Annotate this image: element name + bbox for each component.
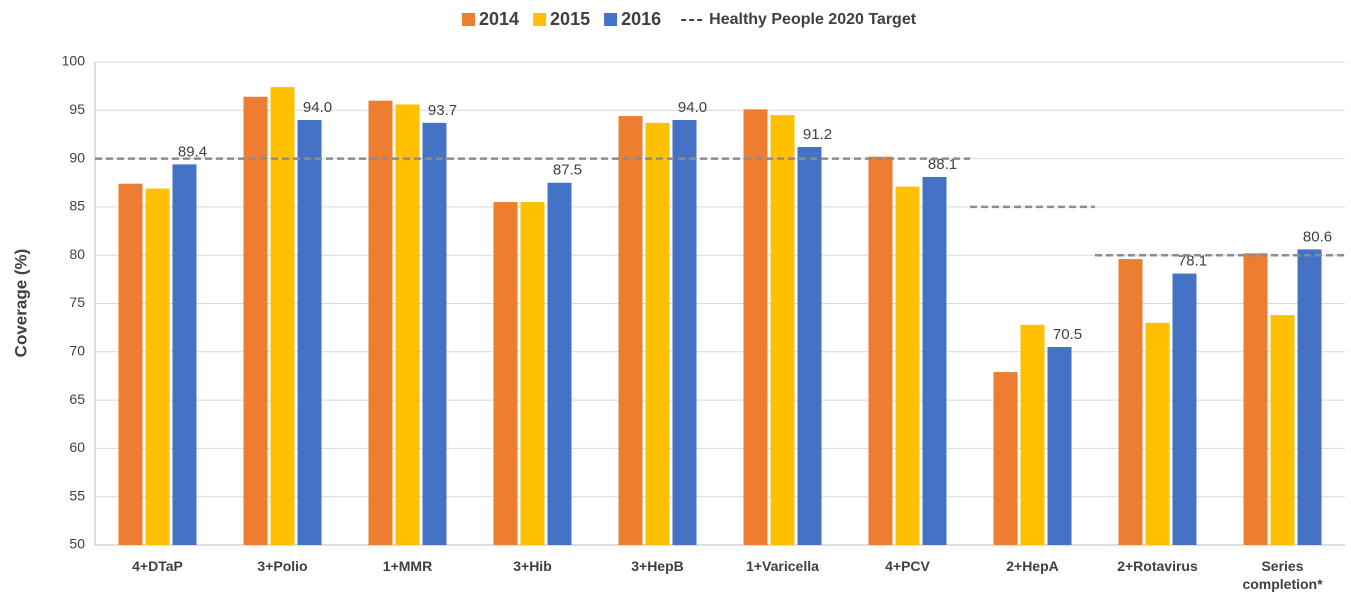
bar	[922, 176, 947, 546]
bar	[743, 109, 768, 546]
bar	[270, 87, 295, 545]
bar	[493, 202, 518, 545]
y-axis-label: Coverage (%)	[11, 249, 30, 358]
bar	[770, 115, 795, 545]
y-tick-label: 55	[69, 487, 85, 503]
x-tick-label: 3+Hib	[513, 558, 552, 574]
legend-label: Healthy People 2020 Target	[709, 11, 917, 28]
y-tick-label: 90	[69, 149, 85, 165]
bar	[1297, 249, 1322, 546]
bar	[118, 183, 143, 545]
bar	[520, 202, 545, 545]
bar	[797, 147, 822, 545]
y-tick-label: 85	[69, 198, 85, 214]
bar	[645, 122, 670, 545]
legend-label: 2014	[479, 9, 519, 29]
x-tick-label: 2+HepA	[1006, 558, 1059, 574]
bar	[145, 188, 170, 545]
x-tick-label: Series completion*	[1242, 558, 1323, 592]
x-tick-label: 3+Polio	[257, 558, 308, 574]
x-tick-label: 4+PCV	[885, 558, 930, 574]
legend-swatch	[462, 13, 475, 26]
legend-swatch	[533, 13, 547, 26]
y-tick-label: 60	[69, 439, 85, 455]
value-label: 80.6	[1303, 228, 1332, 245]
value-label: 70.5	[1053, 326, 1082, 343]
bar	[395, 104, 420, 545]
y-tick-label: 65	[69, 391, 85, 407]
legend-label: 2016	[621, 9, 661, 29]
bar	[1145, 322, 1170, 545]
legend-label: 2015	[550, 9, 590, 29]
x-tick-label: 3+HepB	[631, 558, 684, 574]
legend-swatch	[604, 13, 618, 26]
x-tick-label: 1+Varicella	[746, 558, 819, 574]
x-tick-label: 2+Rotavirus	[1117, 558, 1198, 574]
bar	[1020, 324, 1045, 545]
bar	[618, 116, 643, 545]
bar	[672, 119, 697, 546]
bar	[368, 100, 393, 545]
value-label: 91.2	[803, 126, 832, 143]
bar	[243, 96, 268, 545]
bar	[1270, 315, 1295, 545]
value-label: 78.1	[1178, 253, 1207, 270]
bar	[1047, 346, 1072, 545]
bar	[1172, 273, 1197, 545]
bar	[993, 372, 1018, 545]
bar	[172, 164, 197, 545]
value-label: 88.1	[928, 156, 957, 173]
y-tick-label: 75	[69, 294, 85, 310]
y-tick-label: 100	[62, 53, 86, 69]
y-tick-label: 80	[69, 246, 85, 262]
y-tick-label: 95	[69, 101, 85, 117]
value-label: 87.5	[553, 162, 582, 179]
x-tick-label: 4+DTaP	[132, 558, 183, 574]
value-label: 93.7	[428, 102, 457, 119]
bar	[1243, 253, 1268, 545]
bar	[547, 182, 572, 545]
y-tick-label: 50	[69, 536, 85, 552]
value-label: 94.0	[303, 99, 332, 116]
bar	[895, 186, 920, 545]
value-label: 89.4	[178, 143, 207, 160]
bar	[1118, 259, 1143, 545]
value-label: 94.0	[678, 99, 707, 116]
x-tick-label: 1+MMR	[382, 558, 433, 574]
bar	[422, 122, 447, 545]
bar	[297, 119, 322, 546]
bar	[868, 156, 893, 545]
y-tick-label: 70	[69, 343, 85, 359]
